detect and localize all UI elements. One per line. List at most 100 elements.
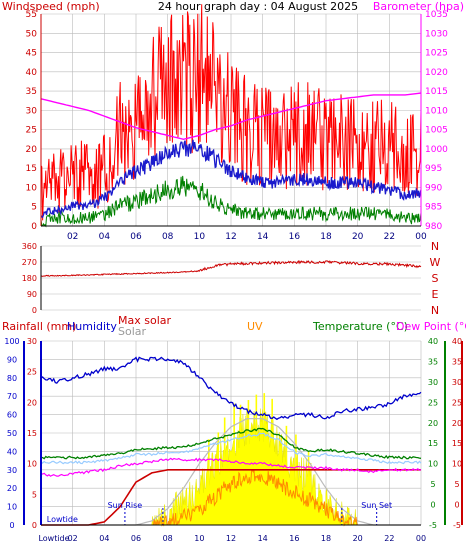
- legend-dew-point: Dew Point (°C): [396, 320, 466, 333]
- temperature-tick-label: 15: [428, 439, 438, 448]
- wind-tick-label: 10: [26, 183, 38, 193]
- rain-tick-label: 15: [27, 429, 37, 438]
- temperature-tick-label: 5: [430, 480, 435, 489]
- humidity-tick-label: 90: [7, 355, 17, 364]
- compass-label: E: [432, 288, 439, 301]
- climate-x-tick-label: 02: [68, 534, 78, 543]
- dew-point-tick-label: 5: [454, 480, 459, 489]
- humidity-tick-label: 10: [7, 503, 17, 512]
- barometer-axis-label: Barometer (hpa): [373, 0, 464, 13]
- climate-x-tick-label: 16: [289, 534, 299, 543]
- humidity-tick-label: 0: [9, 521, 14, 530]
- rain-tick-label: 5: [32, 490, 37, 499]
- barometer-tick-label: 1020: [425, 68, 448, 78]
- barometer-tick-label: 1025: [425, 49, 448, 59]
- wind-x-tick-label: 14: [257, 232, 269, 242]
- dew-point-tick-label: -5: [453, 521, 461, 530]
- legend-max-solar: Max solar: [118, 314, 171, 327]
- wind-tick-label: 40: [26, 68, 38, 78]
- dew-point-line: [40, 457, 422, 477]
- legend-humidity: Humidity: [67, 320, 117, 333]
- humidity-tick-label: 80: [7, 374, 17, 383]
- temperature-tick-label: 20: [428, 419, 438, 428]
- chart-title: 24 hour graph day : 04 August 2025: [158, 0, 358, 13]
- sun-set-annotation: Sun Set: [361, 501, 392, 510]
- wind-x-tick-label: 06: [130, 232, 142, 242]
- humidity-tick-label: 20: [7, 484, 17, 493]
- temperature-line: [40, 427, 422, 460]
- wind-x-tick-label: 02: [67, 232, 78, 242]
- dew-point-tick-label: 20: [452, 419, 462, 428]
- barometer-tick-label: 990: [425, 183, 442, 193]
- direction-tick-label: 180: [22, 274, 37, 283]
- legend-rainfall: Rainfall (mm): [2, 320, 76, 333]
- wind-gust-line: [40, 4, 422, 221]
- legend-solar: Solar: [118, 325, 147, 338]
- wind-tick-label: 25: [26, 126, 37, 136]
- temperature-tick-label: 30: [428, 378, 438, 387]
- wind-tick-label: 35: [26, 87, 37, 97]
- wind-x-tick-label: 10: [194, 232, 206, 242]
- wind-x-tick-label: 12: [225, 232, 236, 242]
- barometer-tick-label: 1005: [425, 126, 448, 136]
- legend-uv: UV: [247, 320, 263, 333]
- barometer-tick-label: 980: [425, 222, 442, 232]
- rain-tick-label: 10: [27, 460, 37, 469]
- dew-point-tick-label: 15: [452, 439, 462, 448]
- humidity-tick-label: 100: [4, 337, 19, 346]
- direction-tick-label: 360: [22, 242, 37, 251]
- dew-point-tick-label: 40: [452, 337, 462, 346]
- sun-rise-annotation: Sun Rise: [108, 501, 143, 510]
- windspeed-axis-label: Windspeed (mph): [2, 0, 100, 13]
- climate-x-tick-label: 18: [321, 534, 331, 543]
- humidity-tick-label: 40: [7, 447, 17, 456]
- wind-direction-line: [40, 260, 422, 277]
- barometer-tick-label: 1030: [425, 29, 448, 39]
- climate-x-tick-label: 14: [258, 534, 268, 543]
- wind-tick-label: 55: [26, 10, 37, 20]
- humidity-tick-label: 60: [7, 411, 17, 420]
- wind-tick-label: 5: [31, 203, 37, 213]
- wind-tick-label: 45: [26, 49, 37, 59]
- barometer-tick-label: 1015: [425, 87, 448, 97]
- direction-tick-label: 90: [27, 290, 37, 299]
- humidity-tick-label: 70: [7, 392, 17, 401]
- dew-point-tick-label: 35: [452, 357, 462, 366]
- temperature-tick-label: -5: [429, 521, 437, 530]
- rain-tick-label: 20: [27, 398, 37, 407]
- barometer-tick-label: 1000: [425, 145, 448, 155]
- humidity-line: [40, 356, 422, 421]
- rain-tick-label: 0: [32, 521, 37, 530]
- barometer-tick-label: 985: [425, 203, 442, 213]
- climate-x-tick-label: 00: [416, 534, 426, 543]
- legend-temperature: Temperature (°C): [312, 320, 408, 333]
- temperature-tick-label: 25: [428, 398, 438, 407]
- wind-x-tick-label: 04: [99, 232, 111, 242]
- climate-x-tick-label: 06: [131, 534, 141, 543]
- compass-label: N: [431, 304, 439, 317]
- wind-tick-label: 20: [26, 145, 38, 155]
- wind-tick-label: 0: [31, 222, 37, 232]
- direction-tick-label: 270: [22, 258, 37, 267]
- dew-point-tick-label: 25: [452, 398, 462, 407]
- wind-x-tick-label: 20: [352, 232, 364, 242]
- temperature-tick-label: 40: [428, 337, 438, 346]
- humidity-tick-label: 50: [7, 429, 17, 438]
- barometer-tick-label: 995: [425, 164, 442, 174]
- wind-tick-label: 15: [26, 164, 37, 174]
- dew-point-tick-label: 10: [452, 460, 462, 469]
- barometer-tick-label: 1010: [425, 106, 448, 116]
- climate-x-tick-label: 20: [353, 534, 363, 543]
- dew-point-tick-label: 30: [452, 378, 462, 387]
- lowtide-axis-label: Lowtide: [38, 534, 69, 543]
- compass-label: N: [431, 240, 439, 253]
- dew-point-tick-label: 0: [454, 501, 459, 510]
- barometer-tick-label: 1035: [425, 10, 448, 20]
- wind-low-line: [40, 175, 422, 228]
- wind-tick-label: 50: [26, 29, 38, 39]
- wind-x-tick-label: 22: [384, 232, 395, 242]
- temperature-tick-label: 0: [430, 501, 435, 510]
- climate-x-tick-label: 12: [226, 534, 236, 543]
